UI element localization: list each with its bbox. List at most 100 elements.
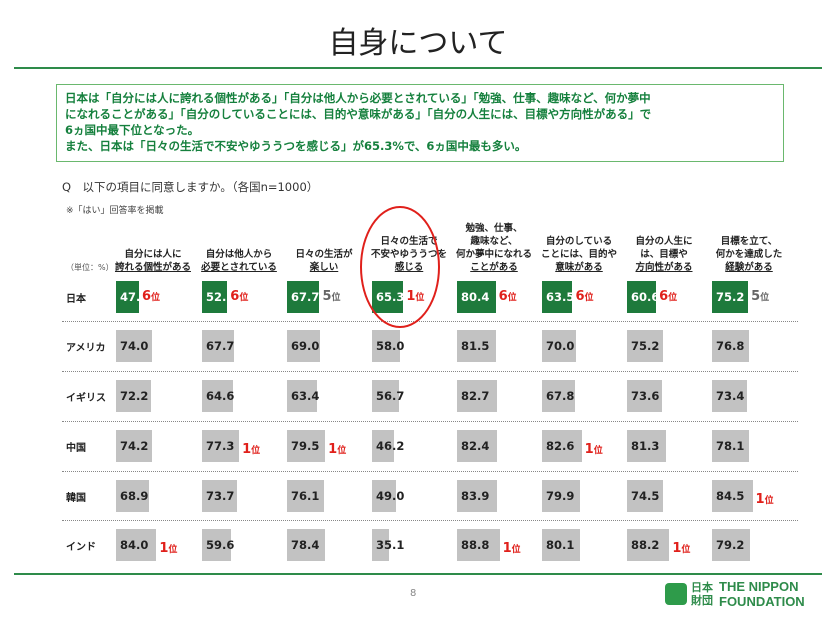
rank-label: 6位 (498, 289, 517, 304)
bar (712, 480, 753, 512)
column-header-line: 誇れる個性がある (114, 262, 191, 273)
column-header-line: 意味がある (555, 262, 603, 273)
foundation-logo-icon (665, 583, 687, 605)
bar (372, 480, 396, 512)
value-label: 77.3 (206, 439, 235, 453)
bar (116, 529, 157, 561)
country-label: イギリス (66, 393, 106, 404)
highlight-circle (360, 206, 440, 328)
bar (627, 330, 664, 362)
column-header-line: 必要とされている (201, 262, 277, 273)
logo-english: THE NIPPON FOUNDATION (719, 579, 805, 609)
bar (202, 281, 228, 313)
value-label: 76.1 (291, 489, 320, 503)
value-label: 47.9 (120, 290, 149, 304)
value-label: 79.5 (291, 439, 320, 453)
value-label: 60.6 (631, 290, 660, 304)
bar (287, 330, 321, 362)
column-header: 自分のしている ことには、目的や 意味がある (536, 214, 622, 274)
column-header: 自分の人生に は、目標や 方向性がある (621, 214, 707, 274)
summary-line: 日本は「自分には人に誇れる個性がある」「自分は他人から必要とされている」「勉強、… (65, 91, 651, 105)
column-header-line: 目標を立て、 (720, 236, 778, 247)
column-header-line: 自分は他人から (205, 249, 273, 260)
rank-label: 5位 (751, 289, 770, 304)
footer-rule (14, 573, 822, 575)
value-label: 79.2 (716, 538, 745, 552)
title-underline (14, 67, 822, 69)
summary-line: 6ヵ国中最下位となった。 (65, 123, 200, 137)
column-header: 目標を立て、 何かを達成した 経験がある (706, 214, 792, 274)
page-number: 8 (410, 588, 417, 599)
value-label: 52.7 (206, 290, 235, 304)
value-label: 76.8 (716, 339, 745, 353)
unit-label: （単位：%） (66, 263, 114, 272)
column-header: 自分には人に 誇れる個性がある (110, 214, 196, 274)
rank-label: 1位 (328, 442, 347, 457)
value-label: 82.6 (546, 439, 575, 453)
value-label: 78.1 (716, 439, 745, 453)
value-label: 67.7 (291, 290, 320, 304)
value-label: 63.5 (546, 290, 575, 304)
value-label: 35.1 (376, 538, 405, 552)
bar (542, 430, 582, 462)
value-label: 73.6 (631, 389, 660, 403)
value-label: 84.5 (716, 489, 745, 503)
column-header-line: ことには、目的や (540, 249, 617, 260)
rank-label: 6位 (659, 289, 678, 304)
bar (712, 330, 749, 362)
summary-box: 日本は「自分には人に誇れる個性がある」「自分は他人から必要とされている」「勉強、… (56, 84, 784, 162)
bar (372, 330, 400, 362)
summary-line: になれることがある」「自分のしていることには、目的や意味がある」「自分の人生には… (65, 107, 652, 121)
bar (542, 529, 581, 561)
rank-label: 1位 (242, 442, 261, 457)
bar (712, 529, 751, 561)
bar (116, 430, 152, 462)
country-label: アメリカ (66, 343, 106, 354)
bar (287, 281, 320, 313)
bar (627, 480, 663, 512)
value-label: 73.7 (206, 489, 235, 503)
logo-jp-line: 日本 (691, 581, 713, 594)
column-header-line: 経験がある (725, 262, 773, 273)
bar (457, 330, 497, 362)
bar (202, 430, 240, 462)
value-label: 88.8 (461, 538, 490, 552)
logo-jp-line: 財団 (691, 594, 713, 607)
column-header-line: 自分には人に (124, 249, 182, 260)
bar (202, 380, 233, 412)
value-label: 70.0 (546, 339, 575, 353)
value-label: 80.4 (461, 290, 490, 304)
value-label: 67.8 (546, 389, 575, 403)
column-header: 勉強、仕事、 趣味など、 何か夢中になれる ことがある (451, 214, 537, 274)
value-label: 59.6 (206, 538, 235, 552)
nippon-foundation-logo: 日本 財団 THE NIPPON FOUNDATION (665, 579, 805, 609)
value-label: 78.4 (291, 538, 320, 552)
row-separator (62, 371, 798, 372)
column-header: 自分は他人から 必要とされている (196, 214, 282, 274)
row-separator (62, 321, 798, 322)
note-text: ※「はい」回答率を掲載 (66, 206, 164, 216)
value-label: 74.5 (631, 489, 660, 503)
value-label: 56.7 (376, 389, 405, 403)
value-label: 84.0 (120, 538, 149, 552)
country-label: 韓国 (66, 493, 86, 504)
value-label: 46.2 (376, 439, 405, 453)
bar (712, 281, 749, 313)
bar (542, 380, 575, 412)
bar (627, 281, 657, 313)
value-label: 68.9 (120, 489, 149, 503)
bar (116, 480, 150, 512)
value-label: 72.2 (120, 389, 149, 403)
value-label: 49.0 (376, 489, 405, 503)
rank-label: 1位 (584, 442, 603, 457)
column-header-line: は、目標や (640, 249, 688, 260)
column-header-line: 何かを達成した (715, 249, 783, 260)
row-separator (62, 471, 798, 472)
bar (372, 430, 395, 462)
rank-label: 6位 (141, 289, 161, 304)
column-header-line: 楽しい (309, 262, 339, 273)
value-label: 67.7 (206, 339, 235, 353)
bar (627, 430, 667, 462)
rank-label: 6位 (575, 289, 594, 304)
row-separator (62, 421, 798, 422)
